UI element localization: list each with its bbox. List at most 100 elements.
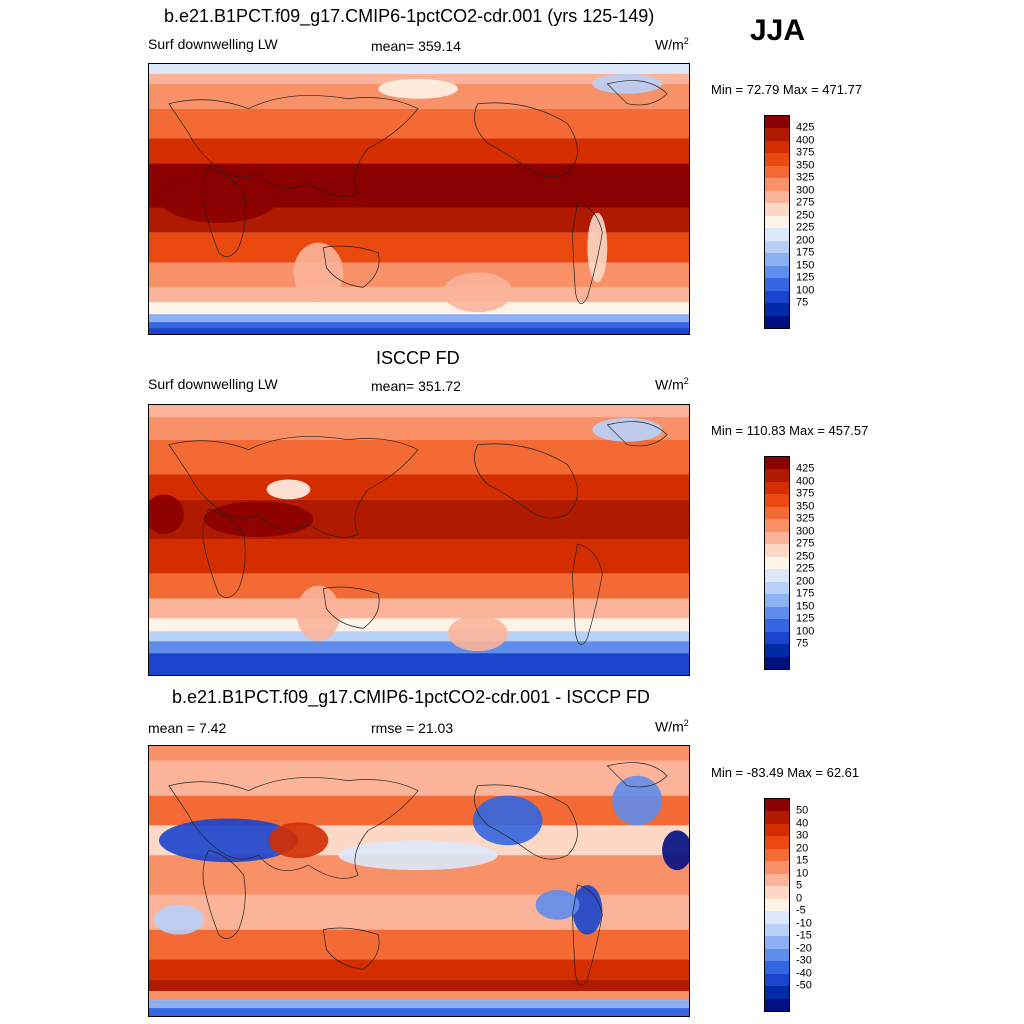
colorbar-swatch (765, 656, 789, 669)
colorbar-swatch (765, 631, 789, 645)
colorbar-tick-label: 400 (796, 475, 815, 488)
colorbar-tick-label: 40 (796, 817, 809, 830)
colorbar-swatch (765, 823, 789, 837)
colorbar-swatch (765, 998, 789, 1011)
panel3-rmse-label: rmse = 21.03 (371, 720, 454, 736)
colorbar-tick-label: 200 (796, 234, 815, 247)
colorbar-tick-label: 50 (796, 804, 809, 817)
colorbar-swatch (765, 606, 789, 620)
colorbar-tick-label: 350 (796, 500, 815, 513)
colorbar-swatch (765, 886, 789, 899)
season-label: JJA (750, 14, 806, 47)
colorbar-tick-label: 5 (796, 879, 803, 892)
colorbar-swatch (765, 619, 789, 632)
colorbar-tick-label: 75 (796, 637, 809, 650)
colorbar-tick-label: 350 (796, 159, 815, 172)
panel2-colorbar (764, 456, 790, 670)
colorbar-tick-label: 325 (796, 512, 815, 525)
colorbar-swatch (765, 519, 789, 532)
colorbar-swatch (765, 178, 789, 191)
colorbar-swatch (765, 457, 789, 470)
colorbar-swatch (765, 911, 789, 924)
colorbar-swatch (765, 594, 789, 607)
colorbar-swatch (765, 315, 789, 328)
colorbar-tick-label: 15 (796, 854, 809, 867)
colorbar-swatch (765, 936, 789, 949)
colorbar-tick-label: -15 (796, 929, 812, 942)
colorbar-tick-label: -30 (796, 954, 812, 967)
colorbar-tick-label: 200 (796, 575, 815, 588)
panel2-title: ISCCP FD (376, 348, 460, 368)
panel3-colorbar (764, 798, 790, 1012)
colorbar-swatch (765, 215, 789, 229)
panel2-mean-label: mean= 351.72 (371, 378, 461, 394)
colorbar-swatch (765, 303, 789, 316)
colorbar-swatch (765, 644, 789, 657)
colorbar-tick-label: -5 (796, 904, 806, 917)
panel3-mean-label: mean = 7.42 (148, 720, 227, 736)
colorbar-swatch (765, 506, 789, 520)
colorbar-tick-label: 425 (796, 121, 815, 134)
colorbar-tick-label: 175 (796, 246, 815, 259)
colorbar-swatch (765, 140, 789, 154)
colorbar-tick-label: 75 (796, 296, 809, 309)
colorbar-tick-label: -20 (796, 942, 812, 955)
colorbar-swatch (765, 165, 789, 179)
panel3-map (148, 745, 690, 1017)
colorbar-swatch (765, 986, 789, 999)
colorbar-tick-label: 275 (796, 537, 815, 550)
colorbar-swatch (765, 203, 789, 216)
panel1-colorbar (764, 115, 790, 329)
colorbar-swatch (765, 873, 789, 887)
colorbar-swatch (765, 923, 789, 937)
colorbar-swatch (765, 494, 789, 507)
panel1-title: b.e21.B1PCT.f09_g17.CMIP6-1pctCO2-cdr.00… (164, 6, 655, 26)
colorbar-tick-label: 225 (796, 221, 815, 234)
colorbar-tick-label: 375 (796, 487, 815, 500)
colorbar-tick-label: 20 (796, 842, 809, 855)
colorbar-swatch (765, 544, 789, 557)
colorbar-swatch (765, 811, 789, 824)
colorbar-swatch (765, 836, 789, 849)
colorbar-swatch (765, 481, 789, 495)
colorbar-swatch (765, 240, 789, 254)
colorbar-tick-label: 175 (796, 587, 815, 600)
panel2-minmax: Min = 110.83 Max = 457.57 (711, 423, 869, 438)
colorbar-tick-label: -50 (796, 979, 812, 992)
panel1-units: W/m2 (655, 36, 689, 53)
colorbar-tick-label: -40 (796, 967, 812, 980)
colorbar-tick-label: 275 (796, 196, 815, 209)
colorbar-swatch (765, 531, 789, 545)
colorbar-swatch (765, 116, 789, 129)
colorbar-swatch (765, 569, 789, 582)
colorbar-swatch (765, 973, 789, 987)
colorbar-tick-label: 150 (796, 259, 815, 272)
colorbar-tick-label: 30 (796, 829, 809, 842)
colorbar-tick-label: -10 (796, 917, 812, 930)
colorbar-swatch (765, 469, 789, 482)
colorbar-swatch (765, 861, 789, 874)
panel3-units: W/m2 (655, 718, 689, 735)
colorbar-swatch (765, 799, 789, 812)
colorbar-swatch (765, 265, 789, 279)
colorbar-tick-label: 125 (796, 271, 815, 284)
colorbar-tick-label: 400 (796, 134, 815, 147)
colorbar-swatch (765, 190, 789, 204)
colorbar-tick-label: 425 (796, 462, 815, 475)
colorbar-tick-label: 325 (796, 171, 815, 184)
colorbar-tick-label: 10 (796, 867, 809, 880)
colorbar-tick-label: 150 (796, 600, 815, 613)
colorbar-swatch (765, 581, 789, 595)
panel2-map (148, 404, 690, 676)
colorbar-swatch (765, 253, 789, 266)
colorbar-swatch (765, 278, 789, 291)
colorbar-swatch (765, 948, 789, 962)
panel1-variable-label: Surf downwelling LW (148, 36, 278, 52)
colorbar-tick-label: 100 (796, 625, 815, 638)
colorbar-tick-label: 250 (796, 550, 815, 563)
colorbar-tick-label: 0 (796, 892, 803, 905)
colorbar-swatch (765, 961, 789, 974)
panel2-units: W/m2 (655, 376, 689, 393)
colorbar-tick-label: 250 (796, 209, 815, 222)
colorbar-tick-label: 300 (796, 525, 815, 538)
